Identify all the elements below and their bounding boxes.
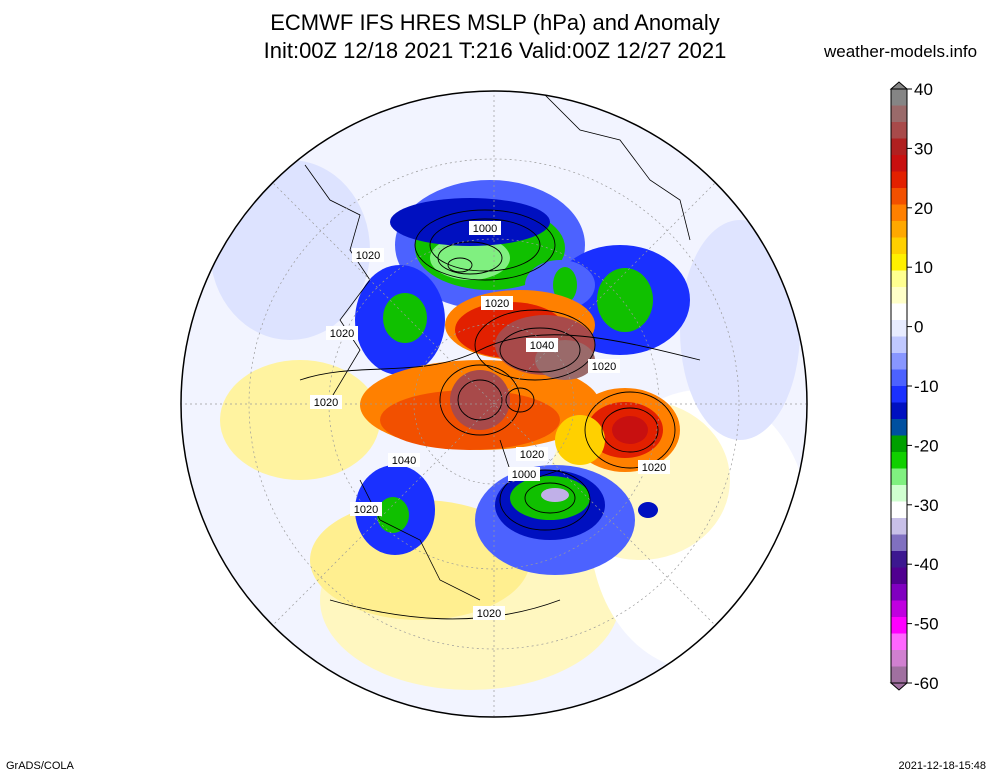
isobar-label: 1020 [592, 361, 616, 373]
colorbar-tick-label: -40 [914, 555, 939, 574]
isobars [299, 209, 701, 620]
chart-title: ECMWF IFS HRES MSLP (hPa) and Anomaly [270, 10, 720, 35]
colorbar-cell [891, 287, 907, 305]
colorbar-cell [891, 155, 907, 173]
colorbar-cell [891, 188, 907, 206]
colorbar-cell [891, 122, 907, 140]
chart-subtitle: Init:00Z 12/18 2021 T:216 Valid:00Z 12/2… [263, 38, 727, 63]
colorbar-tick-label: -10 [914, 377, 939, 396]
colorbar-cell [891, 237, 907, 255]
colorbar-cells [891, 89, 907, 684]
colorbar-tick-label: 10 [914, 258, 933, 277]
colorbar-cell [891, 336, 907, 354]
colorbar: 40 30 20 10 0 -10 -20 -30 -40 -50 -60 [889, 80, 939, 693]
colorbar-tick-label: 20 [914, 199, 933, 218]
isobar-labels: 1000 1020 1020 1020 1020 1040 1020 1040 … [310, 221, 670, 620]
colorbar-cell [891, 320, 907, 338]
colorbar-cell [891, 452, 907, 470]
isobar-label: 1040 [530, 340, 554, 352]
map-border [180, 90, 808, 718]
colorbar-cell [891, 105, 907, 123]
colorbar-cell [891, 633, 907, 651]
colorbar-tick-label: -20 [914, 436, 939, 455]
colorbar-tick-label: 30 [914, 139, 933, 158]
isobar-label: 1020 [314, 397, 338, 409]
isobar-label: 1020 [354, 504, 378, 516]
colorbar-tick-label: -30 [914, 496, 939, 515]
colorbar-cell [891, 485, 907, 503]
colorbar-cell [891, 254, 907, 272]
isobar-label: 1020 [477, 608, 501, 620]
render-timestamp: 2021-12-18-15:48 [898, 760, 986, 772]
colorbar-cell [891, 419, 907, 437]
colorbar-tick-label: -50 [914, 615, 939, 634]
colorbar-cell [891, 353, 907, 371]
isobar-label: 1020 [642, 462, 666, 474]
colorbar-cell [891, 501, 907, 519]
colorbar-tick-label: -60 [914, 674, 939, 693]
graticule [181, 91, 807, 717]
isobar-label: 1020 [330, 328, 354, 340]
colorbar-cell [891, 138, 907, 156]
colorbar-cell [891, 402, 907, 420]
colorbar-top-arrow [889, 81, 909, 90]
colorbar-cell [891, 171, 907, 189]
colorbar-cell [891, 221, 907, 239]
colorbar-tick-label: 0 [914, 318, 923, 337]
isobar-label: 1040 [392, 455, 416, 467]
colorbar-cell [891, 468, 907, 486]
colorbar-cell [891, 386, 907, 404]
colorbar-cell [891, 567, 907, 585]
isobar-label: 1020 [356, 250, 380, 262]
colorbar-cell [891, 650, 907, 668]
coastlines [304, 91, 691, 601]
colorbar-cell [891, 666, 907, 684]
colorbar-cell [891, 600, 907, 618]
colorbar-cell [891, 435, 907, 453]
isobar-label: 1000 [473, 223, 497, 235]
colorbar-cell [891, 534, 907, 552]
colorbar-cell [891, 617, 907, 635]
colorbar-cell [891, 518, 907, 536]
isobar-label: 1020 [485, 298, 509, 310]
isobar-label: 1000 [512, 469, 536, 481]
colorbar-cell [891, 270, 907, 288]
colorbar-bottom-arrow [889, 682, 909, 691]
colorbar-cell [891, 303, 907, 321]
colorbar-cell [891, 584, 907, 602]
colorbar-tick-label: 40 [914, 80, 933, 99]
colorbar-ticks: 40 30 20 10 0 -10 -20 -30 -40 -50 -60 [907, 80, 939, 693]
colorbar-cell [891, 369, 907, 387]
colorbar-cell [891, 551, 907, 569]
colorbar-cell [891, 204, 907, 222]
source-credit: weather-models.info [824, 42, 978, 61]
colorbar-cell [891, 89, 907, 107]
isobar-label: 1020 [520, 449, 544, 461]
software-credit: GrADS/COLA [6, 760, 74, 772]
